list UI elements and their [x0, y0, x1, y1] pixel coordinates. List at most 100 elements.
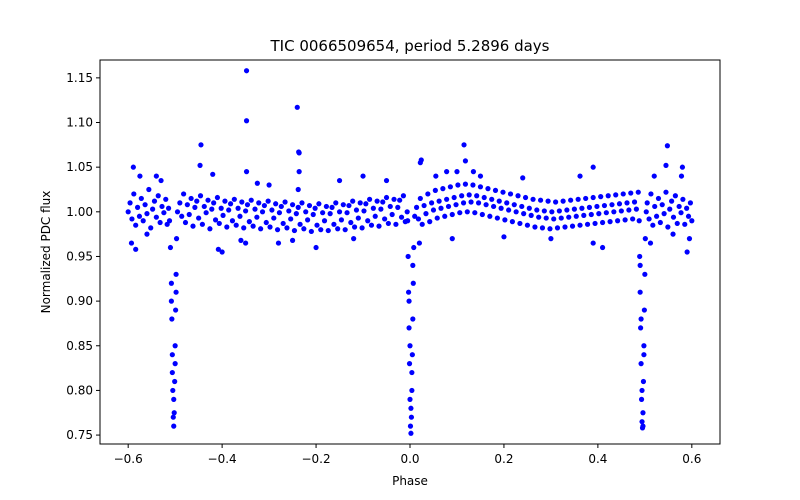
data-point	[181, 191, 187, 197]
data-point	[647, 240, 654, 246]
data-point	[477, 184, 484, 190]
data-point	[464, 209, 470, 215]
data-point	[395, 204, 401, 210]
data-point	[562, 224, 568, 230]
data-point	[598, 194, 604, 200]
data-point	[378, 206, 384, 212]
data-point	[172, 361, 178, 367]
data-point	[359, 225, 365, 231]
data-point	[663, 189, 669, 195]
data-point	[218, 205, 224, 211]
data-point	[244, 202, 251, 208]
data-point	[616, 201, 623, 207]
data-point	[444, 196, 450, 202]
data-point	[209, 206, 215, 212]
data-point	[276, 210, 283, 216]
data-point	[368, 222, 375, 228]
data-point	[449, 211, 455, 218]
data-point	[182, 219, 189, 226]
data-point	[583, 195, 589, 202]
data-point	[553, 199, 559, 205]
data-point	[564, 207, 570, 213]
data-point	[237, 213, 243, 219]
data-point	[404, 209, 410, 215]
data-point	[173, 289, 179, 295]
data-point	[288, 216, 294, 222]
data-point	[409, 352, 415, 358]
data-point	[676, 203, 682, 210]
data-point	[363, 201, 369, 207]
data-point	[383, 177, 390, 184]
data-point	[214, 194, 221, 201]
data-point	[212, 217, 219, 223]
data-point	[412, 213, 418, 219]
data-point	[325, 227, 331, 234]
data-point	[144, 211, 150, 217]
data-point	[653, 213, 660, 219]
y-tick-label: 0.95	[66, 249, 93, 263]
data-point	[389, 211, 395, 218]
data-point	[633, 206, 639, 212]
data-point	[329, 204, 335, 210]
data-point	[266, 182, 272, 188]
data-point	[684, 205, 690, 211]
data-point	[393, 221, 399, 227]
data-point	[171, 396, 177, 402]
y-tick-label: 1.05	[66, 160, 93, 174]
x-axis-label: Phase	[392, 474, 428, 488]
data-point	[174, 209, 181, 215]
data-point	[398, 214, 405, 220]
data-point	[194, 198, 200, 204]
data-point	[652, 203, 658, 210]
data-point	[687, 200, 694, 206]
data-point	[421, 202, 427, 209]
data-point	[190, 223, 196, 229]
data-point	[169, 352, 175, 358]
data-point	[351, 236, 357, 242]
data-point	[620, 191, 626, 197]
data-point	[609, 202, 615, 208]
data-point	[504, 200, 510, 206]
data-point	[172, 343, 178, 349]
data-point	[410, 280, 416, 286]
data-point	[474, 193, 480, 199]
data-point	[637, 289, 643, 295]
data-point	[640, 423, 646, 429]
data-point	[560, 198, 566, 204]
y-axis-label: Normalized PDC flux	[39, 191, 53, 314]
data-point	[238, 237, 244, 243]
data-point	[273, 201, 279, 207]
data-point	[532, 224, 538, 230]
data-point	[289, 202, 296, 208]
data-point	[342, 227, 348, 233]
data-point	[153, 214, 159, 220]
data-point	[169, 369, 175, 376]
data-point	[408, 405, 414, 411]
data-point	[419, 221, 425, 227]
data-point	[545, 198, 551, 204]
data-point	[231, 196, 237, 202]
data-point	[269, 207, 275, 213]
data-point	[689, 218, 695, 224]
x-tick-label: 0.2	[494, 452, 513, 466]
data-point	[282, 199, 288, 205]
data-point	[436, 198, 442, 204]
data-point	[291, 227, 298, 234]
data-point	[507, 191, 514, 197]
data-point	[607, 219, 613, 225]
data-point	[430, 207, 437, 213]
data-point	[679, 164, 686, 170]
x-tick-label: 0.4	[588, 452, 607, 466]
data-point	[592, 220, 598, 227]
data-point	[220, 212, 226, 218]
data-point	[596, 211, 602, 217]
data-point	[487, 213, 493, 219]
data-point	[267, 224, 273, 230]
data-point	[549, 209, 555, 215]
data-point	[684, 249, 690, 255]
data-points	[125, 68, 695, 436]
x-tick-label: 0.6	[682, 452, 701, 466]
data-point	[263, 219, 269, 226]
data-point	[370, 205, 376, 211]
